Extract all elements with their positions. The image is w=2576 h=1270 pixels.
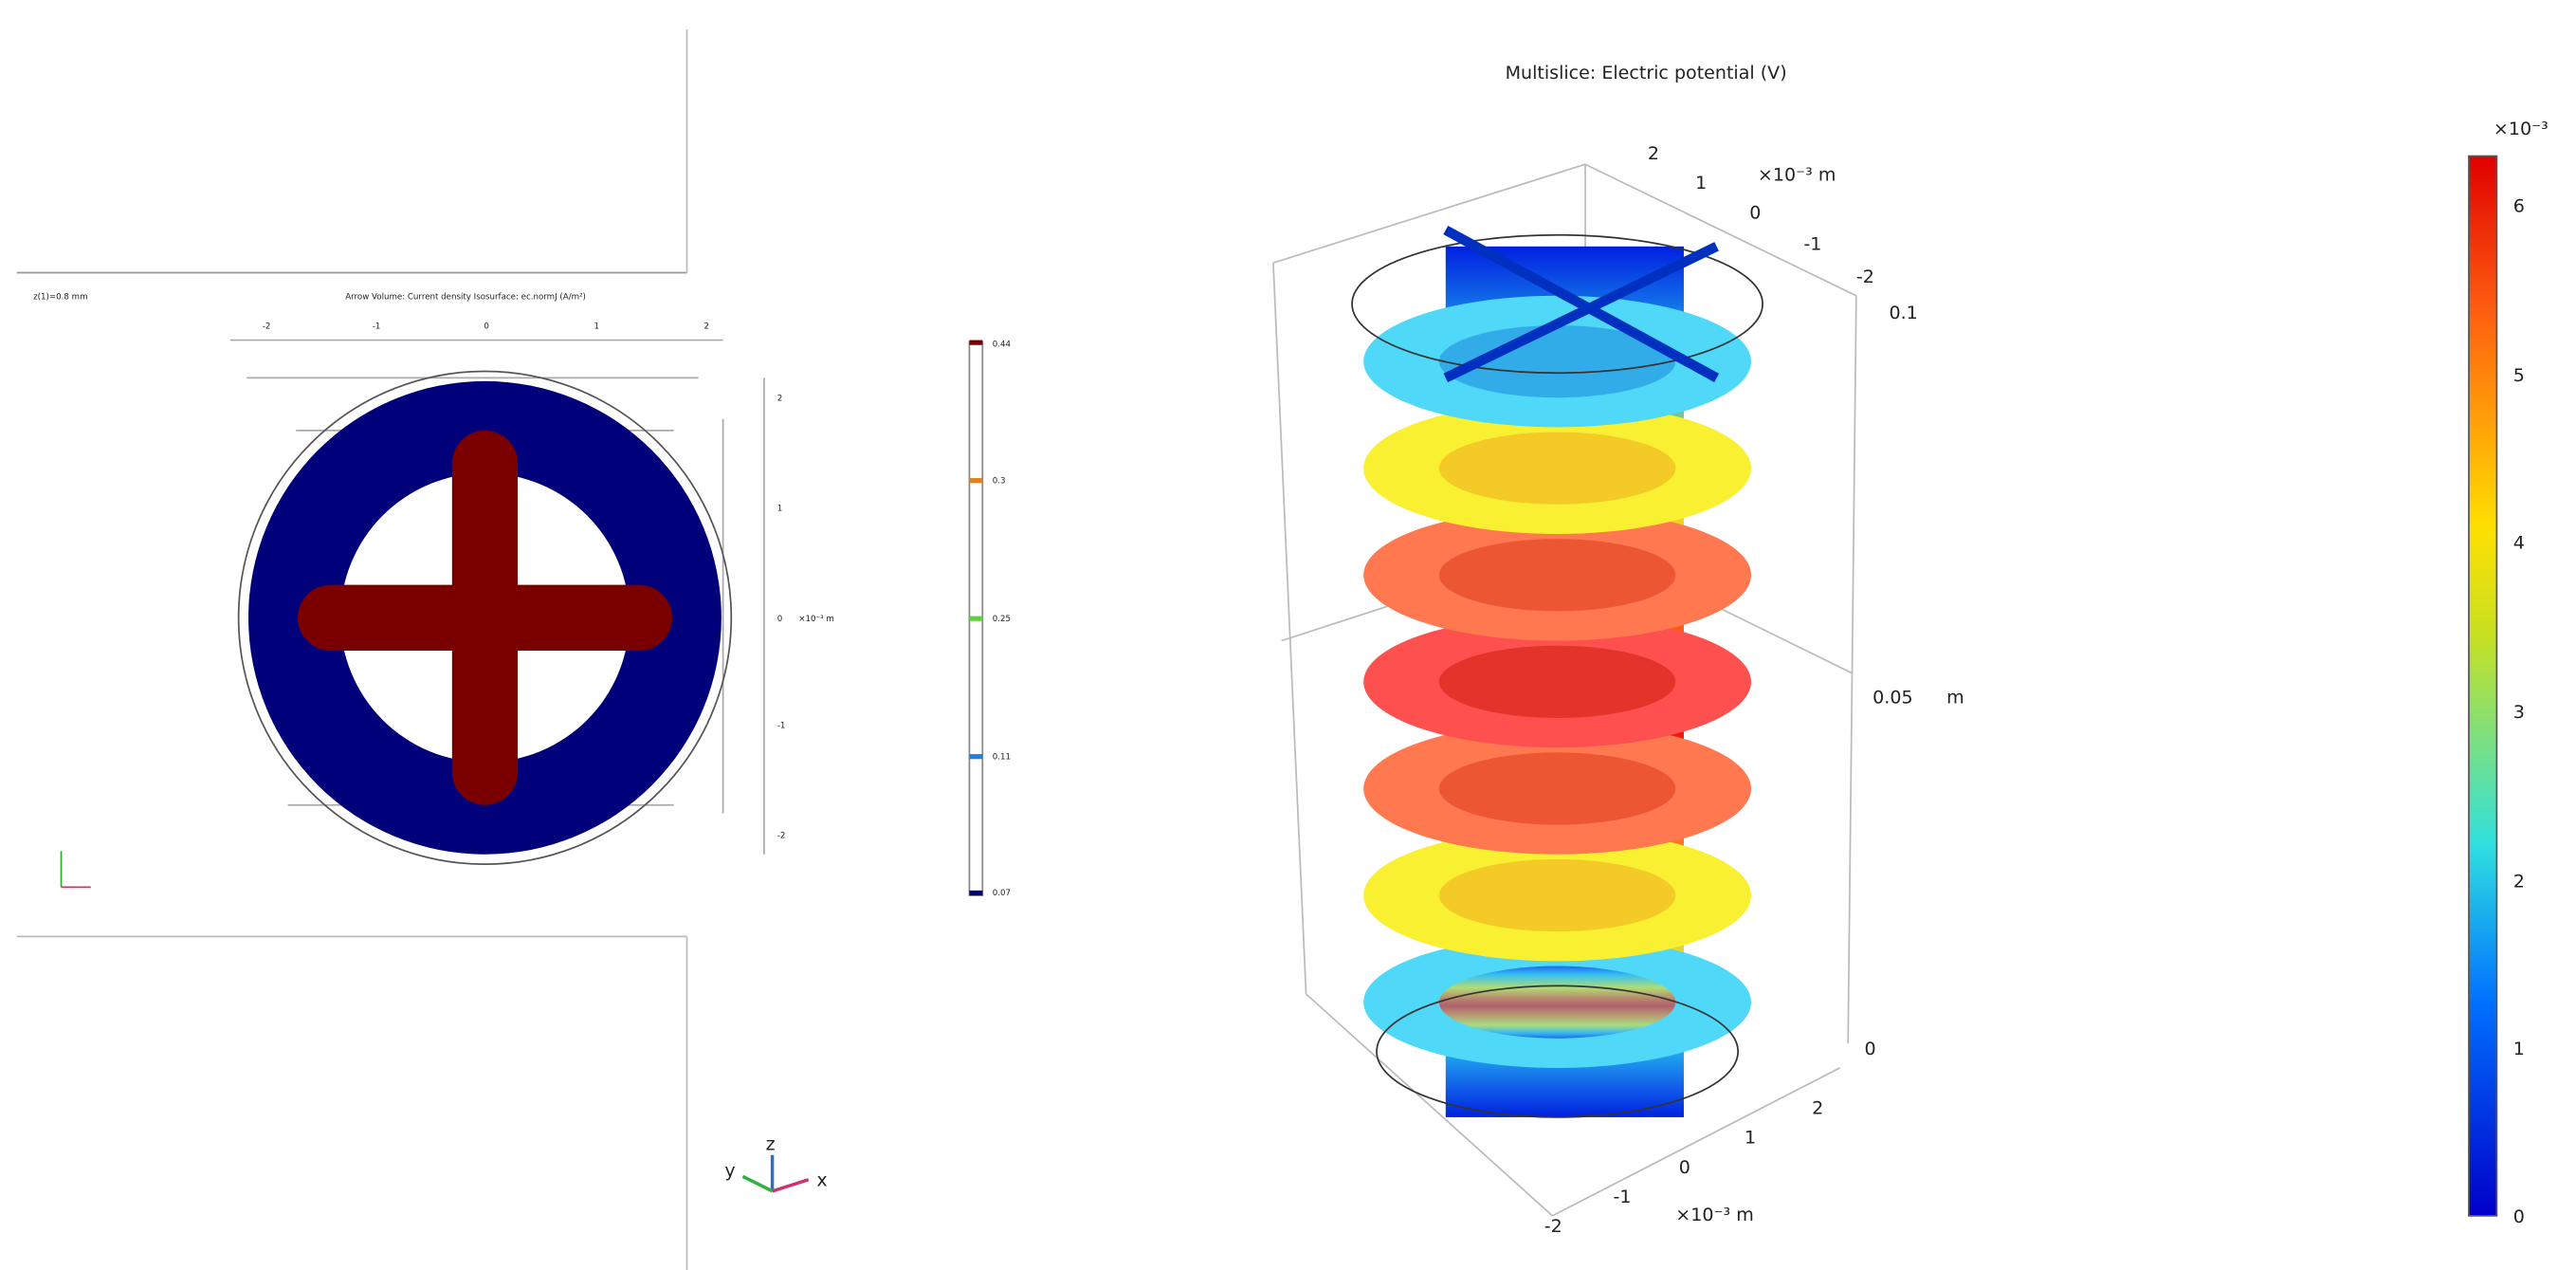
colorbar-label: 0.11 xyxy=(993,752,1011,762)
colorbar-label: 2 xyxy=(2513,871,2525,892)
tick-label: -2 xyxy=(1544,1216,1562,1237)
colorbar-label: 0.07 xyxy=(993,889,1011,898)
tick-label: 2 xyxy=(704,322,710,331)
colorbar-label: 4 xyxy=(2513,533,2525,554)
tick-label: 2 xyxy=(777,395,783,404)
tick-label: 1 xyxy=(1745,1128,1756,1149)
left-plot: z(1)=0.8 mm Arrow Volume: Current densit… xyxy=(16,29,1012,1270)
colorbar-label: 3 xyxy=(2513,702,2525,723)
axis-unit: ×10⁻³ m xyxy=(1675,1205,1754,1225)
colorbar-label: 0 xyxy=(2513,1206,2525,1227)
colorbar-marker xyxy=(969,754,983,760)
tick-label: 0 xyxy=(1865,1039,1876,1059)
colorbar-exponent: ×10⁻³ xyxy=(2494,119,2549,139)
axis-unit: ×10⁻³ m xyxy=(1758,165,1836,186)
tick-label: 0 xyxy=(1749,202,1761,223)
tick-label: -2 xyxy=(1856,267,1874,287)
tick-label: -1 xyxy=(1613,1187,1631,1207)
tick-label: 0 xyxy=(777,615,783,624)
tick-label: 0.1 xyxy=(1889,303,1917,323)
tick-label: 2 xyxy=(1812,1097,1823,1118)
colorbar-label: 0.25 xyxy=(993,615,1011,624)
triad-label: x xyxy=(816,1170,827,1191)
colorbar-marker xyxy=(969,616,983,621)
colorbar-marker xyxy=(969,340,983,345)
axis-unit: ×10⁻³ m xyxy=(798,615,834,624)
tick-label: 2 xyxy=(1648,143,1659,164)
colorbar-label: 6 xyxy=(2513,195,2525,216)
slices xyxy=(1363,295,1751,1068)
plot-title: Multislice: Electric potential (V) xyxy=(1506,63,1787,83)
plot-title: Arrow Volume: Current density Isosurface… xyxy=(345,292,586,302)
tick-label: 0 xyxy=(1679,1157,1690,1178)
triad-label: z xyxy=(766,1134,776,1155)
tick-label: 0 xyxy=(484,322,489,331)
cross-horizontal xyxy=(297,584,672,651)
tick-label: 0.05 xyxy=(1873,687,1912,708)
colorbar-label: 5 xyxy=(2513,365,2525,386)
tick-label: -2 xyxy=(777,831,786,840)
colorbar-marker xyxy=(969,478,983,484)
right-plot: Multislice: Electric potential (V) 2 1 0… xyxy=(1272,63,2549,1237)
geometry-outline xyxy=(1351,225,1763,1118)
triad: z y x xyxy=(724,1134,828,1193)
colorbar-marker xyxy=(969,890,983,896)
tick-label: -1 xyxy=(373,322,381,331)
colorbar-label: 0.3 xyxy=(993,476,1006,486)
outline xyxy=(237,370,733,866)
axis-unit: m xyxy=(1946,687,1964,708)
colorbar xyxy=(2468,155,2498,1217)
triad-small xyxy=(60,851,91,889)
tick-label: -1 xyxy=(1803,233,1821,254)
triad-label: y xyxy=(724,1160,735,1181)
tick-label: 1 xyxy=(777,505,783,514)
tick-label: -2 xyxy=(263,322,271,331)
tick-label: 1 xyxy=(594,322,599,331)
colorbar-label: 1 xyxy=(2513,1039,2525,1059)
tick-label: 1 xyxy=(1695,173,1707,193)
colorbar-label: 0.44 xyxy=(993,340,1012,349)
corner-label: z(1)=0.8 mm xyxy=(33,292,87,302)
tick-label: -1 xyxy=(777,721,786,730)
